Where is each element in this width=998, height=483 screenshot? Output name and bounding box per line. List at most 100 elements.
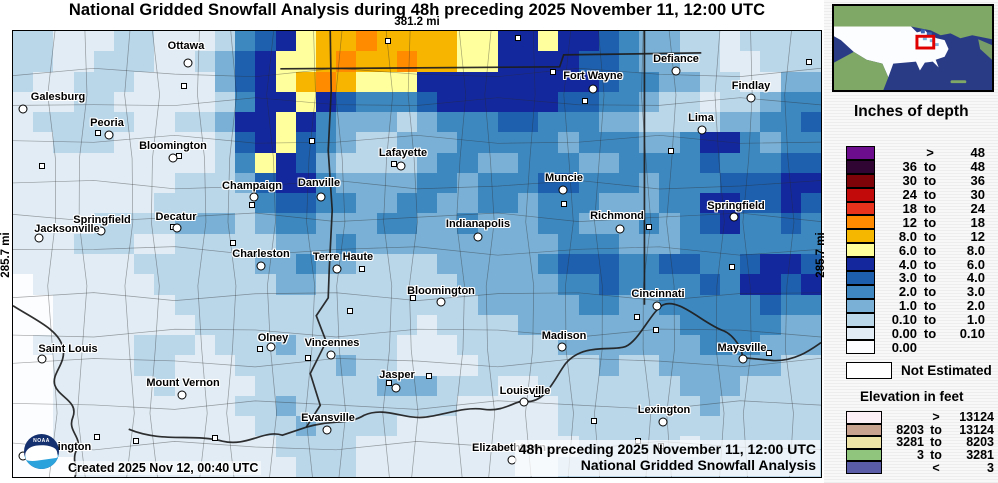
snow-cell xyxy=(558,416,579,437)
snow-cell xyxy=(53,152,74,173)
snow-cell xyxy=(417,132,438,153)
snow-cell xyxy=(174,132,195,153)
legend-value: to xyxy=(923,159,937,175)
town-square-marker xyxy=(766,350,772,356)
snow-cell xyxy=(679,91,700,113)
legend-row: 12 to 18 xyxy=(846,215,985,230)
snow-cell xyxy=(598,91,619,113)
snow-cell xyxy=(538,132,559,153)
snow-cell xyxy=(720,416,741,437)
city-marker-lexington xyxy=(658,417,668,427)
snow-cell xyxy=(33,31,54,52)
snow-cell xyxy=(53,112,74,133)
snow-cell xyxy=(518,152,539,173)
snow-cell xyxy=(558,375,579,396)
legend-value: to xyxy=(930,448,942,463)
snow-cell xyxy=(73,193,94,214)
snow-cell xyxy=(215,416,236,437)
snow-cell xyxy=(13,71,34,92)
snow-cell xyxy=(800,254,821,275)
city-marker-defiance xyxy=(671,66,681,76)
snow-cell xyxy=(255,213,276,234)
snow-cell xyxy=(376,314,397,336)
snow-cell xyxy=(598,51,619,72)
snow-cell xyxy=(194,233,215,254)
snow-cell xyxy=(417,254,438,275)
legend-row: 0.00 xyxy=(846,340,985,355)
snow-cell xyxy=(114,193,135,214)
snow-depth-grid xyxy=(13,31,821,477)
town-square-marker xyxy=(230,240,236,246)
city-marker-richmond xyxy=(615,224,625,234)
legend-row: 30 to 36 xyxy=(846,173,985,188)
snow-cell xyxy=(417,152,438,173)
snow-cell xyxy=(235,254,256,275)
legend-value: 3.0 xyxy=(966,284,985,300)
snow-cell xyxy=(33,112,54,133)
snow-cell xyxy=(174,274,195,295)
snow-cell xyxy=(457,71,478,92)
snow-cell xyxy=(235,314,256,336)
snow-cell xyxy=(33,51,54,72)
snow-cell xyxy=(356,416,377,437)
legend-swatch xyxy=(846,243,875,258)
snow-cell xyxy=(619,416,640,437)
snow-cell xyxy=(336,132,357,153)
city-label-fort-wayne: Fort Wayne xyxy=(563,70,623,82)
snow-cell xyxy=(376,91,397,113)
snow-cell xyxy=(800,91,821,113)
snow-cell xyxy=(457,213,478,234)
snow-cell xyxy=(477,335,498,356)
snow-cell xyxy=(215,51,236,72)
snow-cell xyxy=(396,375,417,396)
snow-cell xyxy=(699,375,720,396)
snow-cell xyxy=(780,233,801,254)
snow-cell xyxy=(619,91,640,113)
snow-cell xyxy=(336,395,357,417)
snow-cell xyxy=(659,112,680,133)
snow-cell xyxy=(396,132,417,153)
snow-cell xyxy=(417,294,438,315)
snow-cell xyxy=(558,152,579,173)
snow-cell xyxy=(437,172,458,194)
city-marker-saint-louis xyxy=(37,354,47,364)
snow-cell xyxy=(73,91,94,113)
snow-cell xyxy=(134,152,155,173)
snow-cell xyxy=(417,112,438,133)
legend-swatch xyxy=(846,201,875,216)
snow-cell xyxy=(538,31,559,52)
snow-cell xyxy=(437,31,458,52)
snow-cell xyxy=(255,294,276,315)
snow-cell xyxy=(679,132,700,153)
snowfall-map-canvas[interactable]: 48h preceding 2025 November 11, 12:00 UT… xyxy=(12,30,822,478)
snow-cell xyxy=(740,314,761,336)
snow-cell xyxy=(134,31,155,52)
snow-cell xyxy=(477,91,498,113)
us-locator-inset-map[interactable] xyxy=(832,4,994,92)
snow-cell xyxy=(154,172,175,194)
snow-cell xyxy=(780,112,801,133)
snow-cell xyxy=(174,436,195,457)
city-label-olney: Olney xyxy=(257,332,289,344)
snow-cell xyxy=(295,294,316,315)
snow-cell xyxy=(780,152,801,173)
legend-value: 0.10 xyxy=(891,312,917,328)
city-label-peoria: Peoria xyxy=(90,117,124,129)
snow-cell xyxy=(497,436,518,457)
snow-cell xyxy=(255,274,276,295)
snow-cell xyxy=(598,152,619,173)
snow-cell xyxy=(457,152,478,173)
snow-cell xyxy=(114,31,135,52)
legend-row: >48 xyxy=(846,145,985,160)
snow-cell xyxy=(93,294,114,315)
snow-cell xyxy=(134,294,155,315)
snow-cell xyxy=(154,193,175,214)
snow-cell xyxy=(73,31,94,52)
snow-cell xyxy=(255,112,276,133)
snow-cell xyxy=(13,51,34,72)
snow-cell xyxy=(417,91,438,113)
snow-cell xyxy=(396,355,417,376)
snow-cell xyxy=(800,375,821,396)
snow-cell xyxy=(417,375,438,396)
snow-cell xyxy=(578,132,599,153)
